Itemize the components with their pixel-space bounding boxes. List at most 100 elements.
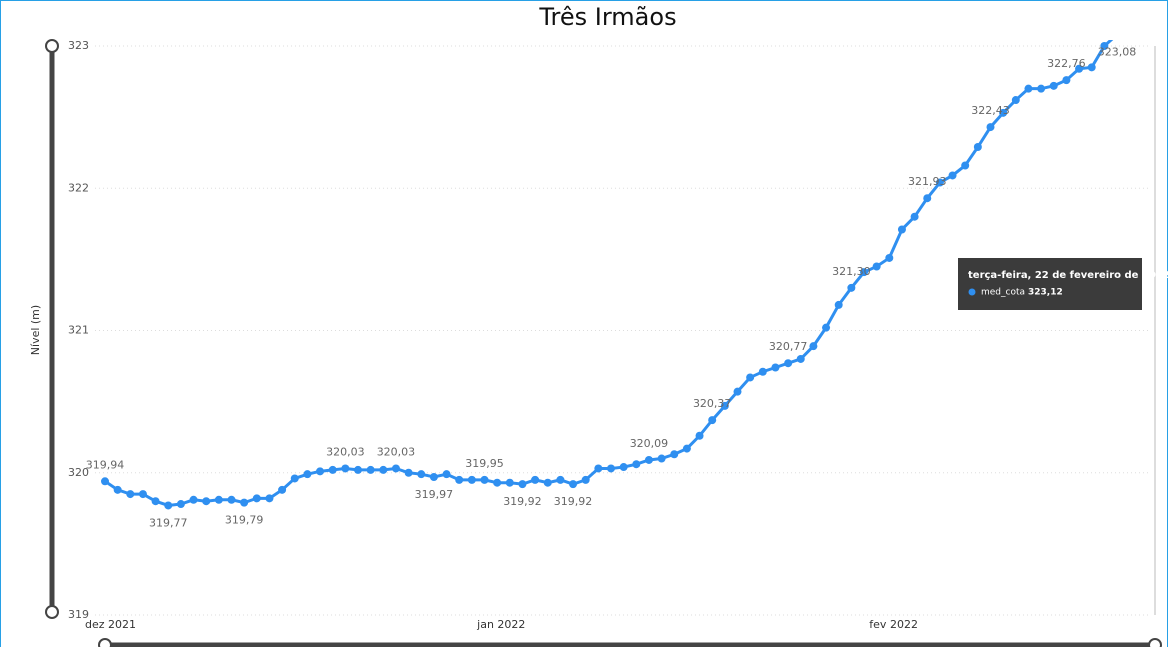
point [290,474,299,483]
point [366,465,375,474]
point [961,161,970,170]
point [328,465,337,474]
point [455,475,464,484]
y-tick-label: 322 [68,181,89,194]
data-label: 320,09 [630,437,669,450]
point [1011,96,1020,105]
point [897,225,906,234]
data-label: 320,37 [693,397,732,410]
y-axis-title: Nível (m) [29,305,42,355]
point [619,463,628,472]
data-label: 321,93 [908,175,947,188]
y-tick-label: 319 [68,608,89,621]
point [847,283,856,292]
tooltip-series: med_cota [981,288,1025,298]
y-slider-handle[interactable] [45,605,59,619]
point [948,171,957,180]
point [834,300,843,309]
point [1075,64,1084,73]
point [138,490,147,499]
point [531,475,540,484]
data-label: 319,92 [503,495,542,508]
point [695,431,704,440]
point [429,473,438,482]
data-label: 322,43 [971,104,1010,117]
point [986,123,995,132]
x-tick-label: jan 2022 [476,618,525,631]
point [1024,84,1033,93]
data-label: 320,03 [326,445,365,458]
x-slider-handle[interactable] [98,638,112,647]
point [632,460,641,469]
chart-title: Três Irmãos [538,3,676,31]
plot-area [101,40,1114,510]
point [885,253,894,262]
point [796,354,805,363]
tooltip-value: 323,12 [1028,288,1063,298]
data-label: 321,30 [832,265,871,278]
data-label: 319,92 [554,495,593,508]
point [682,444,691,453]
point [999,108,1008,117]
point [391,464,400,473]
point [303,470,312,479]
point [1087,63,1096,72]
point [467,475,476,484]
point [1049,81,1058,90]
point [252,494,261,503]
tooltip-swatch [968,288,976,296]
point [354,465,362,474]
point [480,475,489,484]
point [607,464,615,473]
data-label: 319,95 [465,457,504,470]
point [746,373,755,382]
point [493,478,502,487]
point [113,485,122,494]
point [657,454,666,463]
data-label: 320,77 [769,340,808,353]
tooltip-title: terça-feira, 22 de fevereiro de 2022 [968,270,1168,281]
point [720,401,729,410]
point [581,475,590,484]
data-label: 319,94 [86,458,125,471]
point [910,212,919,221]
point [1062,76,1071,85]
data-label: 322,76 [1047,57,1086,70]
data-label: 319,97 [415,488,454,501]
point [404,468,413,477]
point [935,178,944,187]
point [316,467,325,476]
point [505,478,514,487]
point [923,194,932,203]
point [733,387,742,396]
point [1100,42,1109,50]
point [265,494,274,503]
point [189,495,198,504]
point [1037,84,1046,93]
point [594,464,603,473]
x-tick-label: fev 2022 [869,618,918,631]
point [644,455,653,464]
x-slider-handle[interactable] [1148,638,1162,647]
y-tick-label: 321 [68,324,89,337]
y-slider-handle[interactable] [45,39,59,53]
data-label: 323,08 [1098,46,1137,59]
x-tick-label: dez 2021 [85,618,136,631]
point [379,465,388,474]
point [227,495,236,504]
point [784,359,793,368]
point [758,367,767,376]
y-tick-label: 323 [68,39,89,52]
point [872,262,881,271]
point [543,478,552,487]
point [670,450,679,459]
point [202,497,211,506]
point [708,416,717,425]
point [341,464,350,473]
point [556,475,565,484]
data-label: 319,77 [149,516,188,529]
point [518,480,527,489]
point [822,323,831,332]
